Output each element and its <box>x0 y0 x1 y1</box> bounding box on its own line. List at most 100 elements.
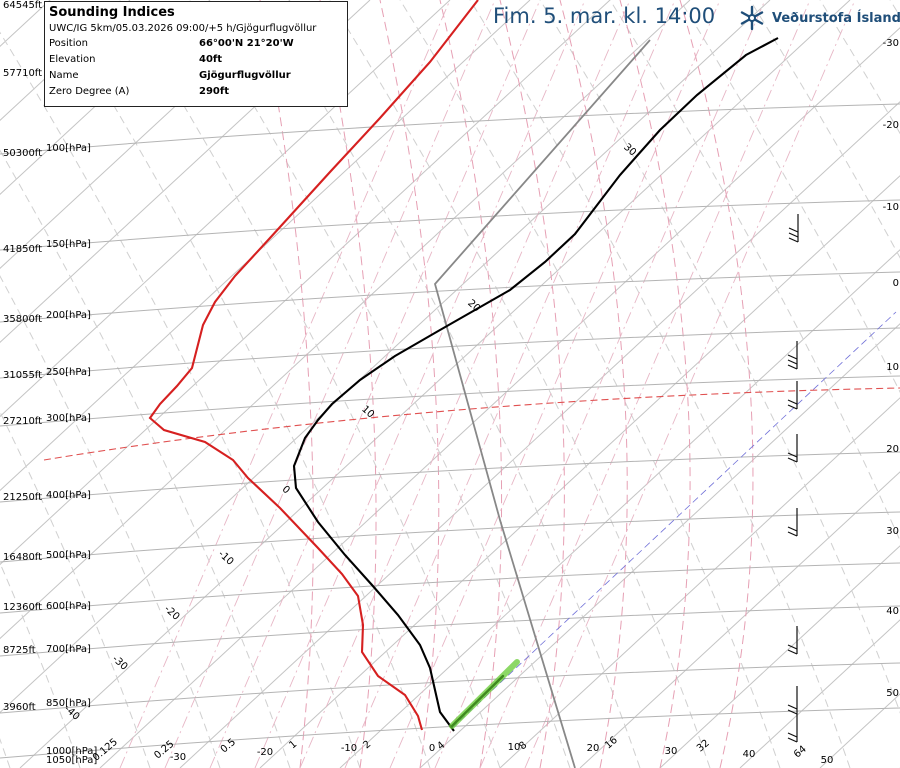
isotherm-line <box>739 619 900 768</box>
altitude-label: 41850ft <box>3 244 42 255</box>
dry-adiabat-line <box>0 562 81 768</box>
mixing-ratio-label: 64 <box>792 744 809 761</box>
bottom-temperature-label: 40 <box>743 749 756 760</box>
right-axis-label: 40 <box>886 606 899 617</box>
pressure-label: 600[hPa] <box>46 601 91 612</box>
info-value: 66°00'N 21°20'W <box>199 38 294 49</box>
moist-adiabat-line <box>259 0 314 768</box>
isotherm-line <box>0 0 531 492</box>
dry-adiabat-line <box>819 0 900 135</box>
isobar-line <box>0 562 900 614</box>
mixing-ratio-line <box>434 0 766 768</box>
wind-barb-icon <box>787 341 798 370</box>
dry-adiabat-line <box>119 0 501 768</box>
pressure-label: 1050[hPa] <box>46 755 97 766</box>
wind-barb-icon <box>787 381 798 410</box>
isobar-line <box>0 103 900 155</box>
pressure-label: 250[hPa] <box>46 367 91 378</box>
mixing-ratio-label: 4 <box>435 740 447 753</box>
mixing-ratio-line <box>164 0 496 768</box>
pressure-label: 500[hPa] <box>46 550 91 561</box>
sounding-indices-panel: Sounding Indices UWC/IG 5km/05.03.2026 0… <box>44 1 348 107</box>
freezing-level-line <box>43 387 900 461</box>
altitude-label: 16480ft <box>3 552 42 563</box>
bottom-temperature-label: -20 <box>257 747 273 758</box>
reference-line <box>451 311 897 729</box>
pressure-label: 150[hPa] <box>46 239 91 250</box>
pressure-label: 100[hPa] <box>46 143 91 154</box>
isotherm-label: -10 <box>216 549 236 568</box>
dry-adiabat-line <box>0 275 221 768</box>
altitude-label: 8725ft <box>3 645 36 656</box>
bottom-temperature-label: -10 <box>341 743 357 754</box>
altitude-label: 21250ft <box>3 492 42 503</box>
dry-adiabat-line <box>189 0 571 768</box>
wind-barb-icon <box>787 508 798 537</box>
isotherm-line <box>339 249 900 768</box>
temperature-profile-line <box>292 37 779 732</box>
forecast-time-title: Fim. 5. mar. kl. 14:00 <box>493 4 716 28</box>
info-label: Position <box>49 38 88 49</box>
info-row-position: Position 66°00'N 21°20'W <box>49 36 343 52</box>
dry-adiabat-line <box>0 149 291 768</box>
altitude-label: 64545ft <box>3 0 42 11</box>
info-label: Zero Degree (A) <box>49 86 130 97</box>
isobar-line <box>0 451 900 503</box>
isotherm-line <box>179 101 900 768</box>
isotherm-line <box>0 0 211 195</box>
altitude-label: 57710ft <box>3 68 42 79</box>
right-axis-label: 10 <box>886 362 899 373</box>
isotherm-line <box>819 693 900 768</box>
snowflake-logo-icon <box>740 5 764 31</box>
wind-barb-icon <box>787 626 798 655</box>
isotherm-line <box>499 397 900 768</box>
moist-adiabat-line <box>559 0 628 768</box>
altitude-label: 31055ft <box>3 370 42 381</box>
parcel-line <box>434 39 651 768</box>
isotherm-line <box>0 0 451 418</box>
wind-barb-icon <box>787 686 798 715</box>
isobar-line <box>0 662 900 714</box>
isobar-line <box>0 199 900 251</box>
wind-barb-icon <box>787 434 798 463</box>
pressure-label: 1000[hPa] <box>46 746 97 757</box>
mixing-ratio-line <box>479 0 811 768</box>
isotherm-line <box>579 471 900 768</box>
bottom-temperature-label: 0 <box>429 743 435 754</box>
info-row-elevation: Elevation 40ft <box>49 52 343 68</box>
mixing-ratio-label: 1 <box>287 739 299 752</box>
isobar-line <box>0 271 900 323</box>
isotherm-line <box>0 0 611 566</box>
dry-adiabat-line <box>889 0 900 18</box>
dry-adiabat-line <box>609 0 900 542</box>
mixing-ratio-line <box>389 0 721 768</box>
wind-barb-icon <box>787 714 798 743</box>
dry-adiabat-line <box>259 0 641 768</box>
dry-adiabat-line <box>49 0 431 768</box>
info-label: Name <box>49 70 79 81</box>
altitude-label: 3960ft <box>3 702 36 713</box>
altitude-label: 35800ft <box>3 314 42 325</box>
info-value: 40ft <box>199 54 223 65</box>
lifting-path-core-line <box>450 674 505 728</box>
info-value: 290ft <box>199 86 230 97</box>
pressure-label: 700[hPa] <box>46 644 91 655</box>
right-axis-label: -10 <box>883 202 899 213</box>
mixing-ratio-line <box>119 0 451 768</box>
isotherm-label: 20 <box>465 298 482 315</box>
info-title: Sounding Indices <box>49 5 175 20</box>
dry-adiabat-line <box>0 31 361 768</box>
moist-adiabat-line <box>319 0 377 768</box>
altitude-label: 12360ft <box>3 602 42 613</box>
info-value: Gjögurflugvöllur <box>199 70 291 81</box>
isotherm-line <box>0 0 691 640</box>
right-axis-label: 0 <box>893 278 899 289</box>
moist-adiabat-line <box>379 0 440 768</box>
mixing-ratio-line <box>524 0 856 768</box>
right-axis-label: -20 <box>883 120 899 131</box>
moist-adiabat-line <box>499 0 565 768</box>
isotherm-line <box>419 323 900 768</box>
dry-adiabat-line <box>679 0 900 394</box>
moist-adiabat-line <box>619 0 691 768</box>
info-subtitle: UWC/IG 5km/05.03.2026 09:00/+5 h/Gjögurf… <box>49 23 317 34</box>
